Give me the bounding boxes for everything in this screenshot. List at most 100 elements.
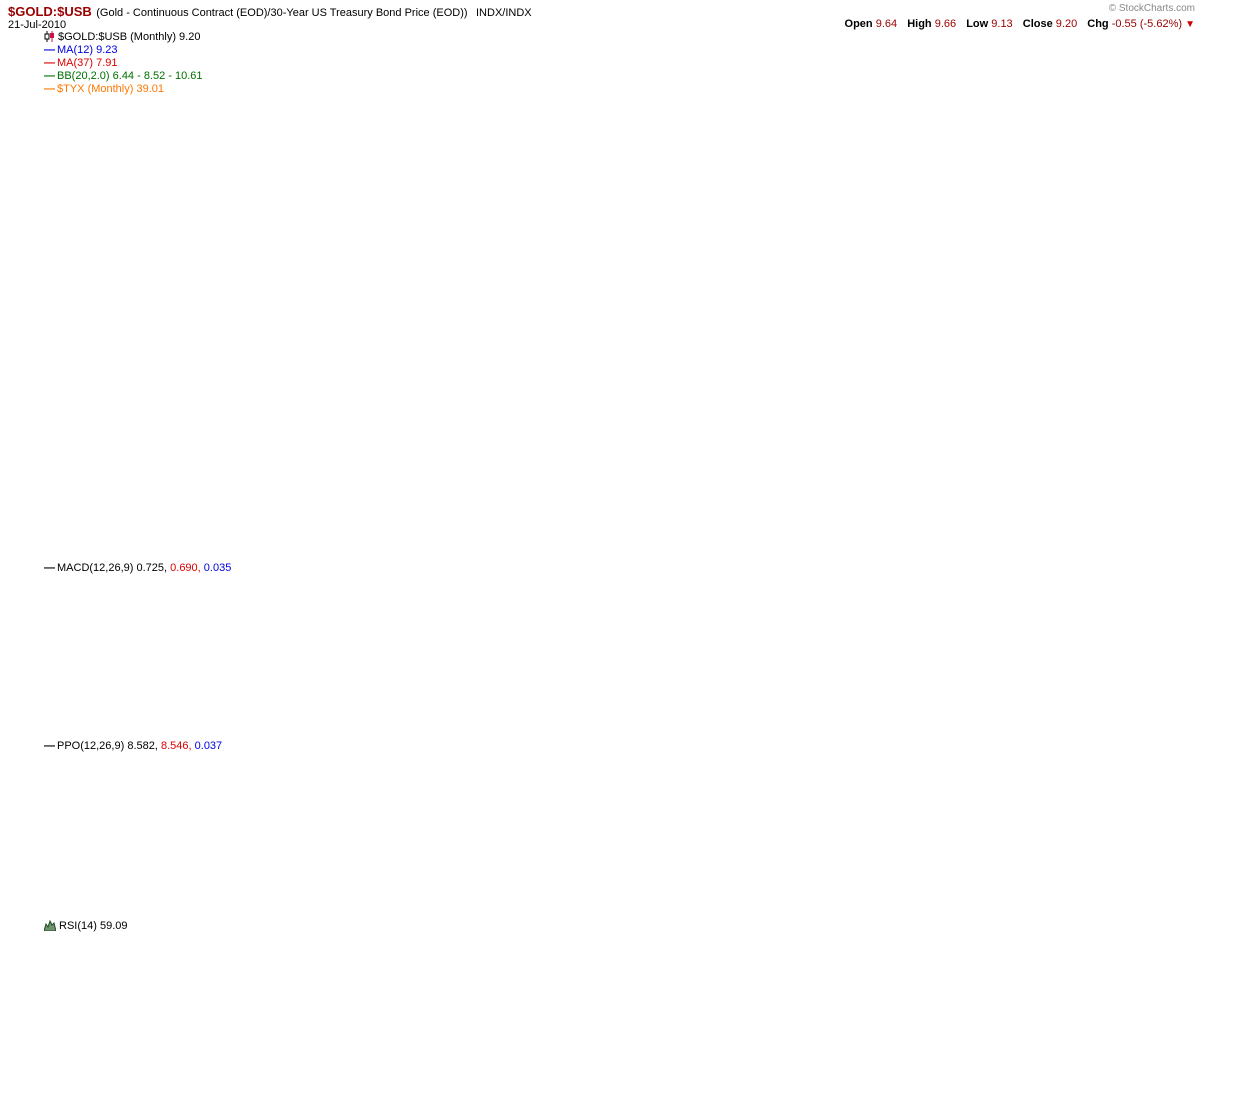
svg-text:1986: 1986 [246,1102,270,1114]
rsi-name: RSI(14) [59,920,97,932]
price-annotation: 2.44 [813,530,847,545]
trendline-orange-uptrend-shallow [978,263,1195,432]
tyx-line-icon: — [44,83,55,95]
svg-text:6.87: 6.87 [1021,239,1041,250]
svg-text:0.50: 0.50 [1202,586,1223,598]
price-annotation: 2.88 [826,461,860,477]
ppo-value: 8.582, [127,740,158,752]
svg-text:60: 60 [21,282,33,294]
macd-legend: — MACD(12,26,9) 0.725, 0.690, 0.035 [44,562,231,575]
svg-text:3.25: 3.25 [870,435,890,446]
svg-text:2005: 2005 [968,1102,992,1114]
rsi-overbought-fill [934,969,947,980]
svg-text:1991: 1991 [436,1102,460,1114]
svg-text:2.5: 2.5 [1202,504,1217,516]
rsi-overbought-fill [1010,944,1036,980]
svg-text:5.44: 5.44 [255,320,275,331]
symbol-description: (Gold - Continuous Contract (EOD)/30-Yea… [96,7,468,19]
high-label: High [907,18,932,30]
price-annotation: 4.09 [933,377,967,393]
svg-text:1994: 1994 [550,1102,574,1114]
svg-text:7.84: 7.84 [158,202,178,213]
svg-text:4.32: 4.32 [535,360,555,371]
svg-text:7.0: 7.0 [1202,238,1217,250]
price-annotation: 4.62 [387,358,421,374]
ppo-lines [145,743,1191,909]
legend-price-row: $GOLD:$USB (Monthly) 9.20 [44,31,203,44]
trendline-orange-uptrend-steep [989,178,1195,441]
svg-text:2003: 2003 [892,542,916,554]
svg-text:5.48: 5.48 [364,320,384,331]
macd-lines [145,562,1191,689]
svg-text:1983: 1983 [132,542,156,554]
svg-text:8.09: 8.09 [1127,195,1147,206]
svg-text:1998: 1998 [702,542,726,554]
svg-text:15.0: 15.0 [1202,41,1223,53]
ppo-hist-value: 0.037 [194,740,223,752]
svg-text:5.5: 5.5 [1202,300,1217,312]
svg-text:2002: 2002 [854,542,878,554]
svg-text:95: 95 [21,149,33,161]
price-annotation: 3.54 [769,406,803,421]
svg-text:10: 10 [1202,1074,1214,1086]
price-annotation: 7.84 [151,199,185,215]
chg-label: Chg [1087,18,1109,30]
ma12-line [75,155,1191,493]
svg-text:70: 70 [21,237,33,249]
svg-text:50: 50 [1202,1008,1214,1020]
svg-text:3.19: 3.19 [714,439,734,450]
svg-text:2000: 2000 [778,542,802,554]
svg-text:105: 105 [15,120,33,132]
svg-text:6.53: 6.53 [175,272,195,283]
svg-text:1984: 1984 [170,1102,194,1114]
legend-bb-row: — BB(20,2.0) 6.44 - 8.52 - 10.61 [44,70,203,83]
svg-text:2008: 2008 [1082,542,1106,554]
moving-averages [75,155,1191,493]
svg-text:75: 75 [21,217,33,229]
price-annotation: 4.53 [638,344,672,359]
legend-ma37-label: MA(37) 7.91 [57,57,118,69]
svg-text:6.52: 6.52 [145,272,165,283]
svg-text:3.54: 3.54 [776,409,796,420]
svg-text:90: 90 [21,165,33,177]
ppo-name: PPO(12,26,9) [57,740,125,752]
trendline-long-term-green-downtrend [196,59,1195,436]
svg-text:1995: 1995 [588,1102,612,1114]
svg-text:55: 55 [21,307,33,319]
trendline-red-support-line [835,397,1047,531]
svg-text:2.44: 2.44 [820,533,840,544]
svg-text:5.80: 5.80 [277,283,297,294]
ppo-signal-value: 8.546, [160,740,192,752]
svg-text:10.14: 10.14 [1172,139,1197,150]
svg-text:7.5: 7.5 [1202,779,1217,791]
price-annotation: 8.88 [121,168,155,184]
svg-text:5.70: 5.70 [330,307,350,318]
svg-text:1992: 1992 [474,542,498,554]
svg-text:10.46: 10.46 [89,129,114,140]
svg-text:1990: 1990 [398,1102,422,1114]
svg-text:1991: 1991 [436,542,460,554]
svg-text:1999: 1999 [740,542,764,554]
price-annotation: 2.75 [700,498,734,514]
open-value: 9.64 [875,18,898,30]
svg-text:2001: 2001 [816,1102,840,1114]
svg-text:1981: 1981 [56,1102,80,1114]
svg-text:125: 125 [15,70,33,82]
svg-text:1996: 1996 [626,542,650,554]
svg-text:5.37: 5.37 [1118,323,1138,334]
svg-text:13.0: 13.0 [1202,78,1223,90]
svg-text:1988: 1988 [322,542,346,554]
svg-text:1983: 1983 [132,1102,156,1114]
svg-text:85: 85 [21,181,33,193]
svg-text:6.5: 6.5 [1202,257,1217,269]
svg-text:4.09: 4.09 [940,381,960,392]
svg-text:1988: 1988 [322,1102,346,1114]
svg-text:12.0: 12.0 [1202,99,1223,111]
price-annotation: 6.53 [168,268,202,284]
legend-bb-label: BB(20,2.0) 6.44 - 8.52 - 10.61 [57,70,203,82]
svg-text:6.08: 6.08 [428,268,448,279]
svg-text:0.25: 0.25 [1202,606,1223,618]
svg-text:8.22: 8.22 [87,211,107,222]
macd-histogram [144,610,1192,656]
svg-text:1994: 1994 [550,542,574,554]
